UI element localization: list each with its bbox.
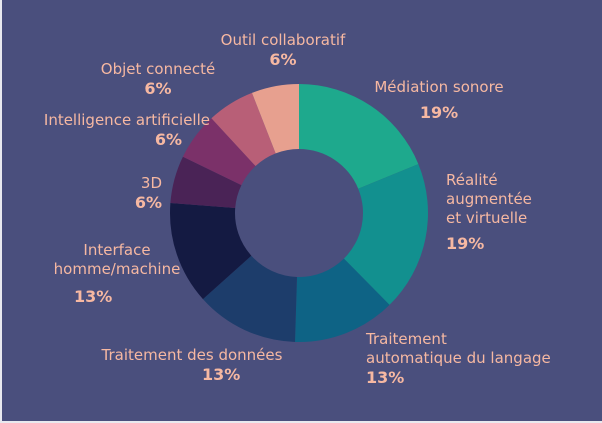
donut-slice-3 xyxy=(294,258,390,342)
donut-slice-7 xyxy=(182,118,256,186)
label-realite-augmentee: Réalité augmentée et virtuelle 19% xyxy=(446,171,532,253)
donut-slice-8 xyxy=(211,92,276,167)
label-interface-homme-machine: Interface homme/machine 13% xyxy=(53,241,181,306)
label-outil-collaboratif: Outil collaboratif 6% xyxy=(220,31,346,69)
donut-slice-5 xyxy=(170,202,252,300)
donut-slice-4 xyxy=(202,255,298,342)
label-objet-connecte: Objet connecté 6% xyxy=(100,60,216,98)
label-3d: 3D 6% xyxy=(134,174,162,212)
donut-slice-1 xyxy=(299,84,419,189)
label-intelligence-artificielle: Intelligence artificielle 6% xyxy=(43,111,210,149)
label-mediation-sonore: Médiation sonore 19% xyxy=(374,78,504,122)
donut-slice-6 xyxy=(170,156,242,209)
donut-slice-9 xyxy=(251,84,299,154)
donut-slice-2 xyxy=(343,164,428,305)
label-traitement-des-donnees: Traitement des données 13% xyxy=(101,346,283,384)
label-traitement-automatique: Traitement automatique du langage 13% xyxy=(366,330,551,387)
